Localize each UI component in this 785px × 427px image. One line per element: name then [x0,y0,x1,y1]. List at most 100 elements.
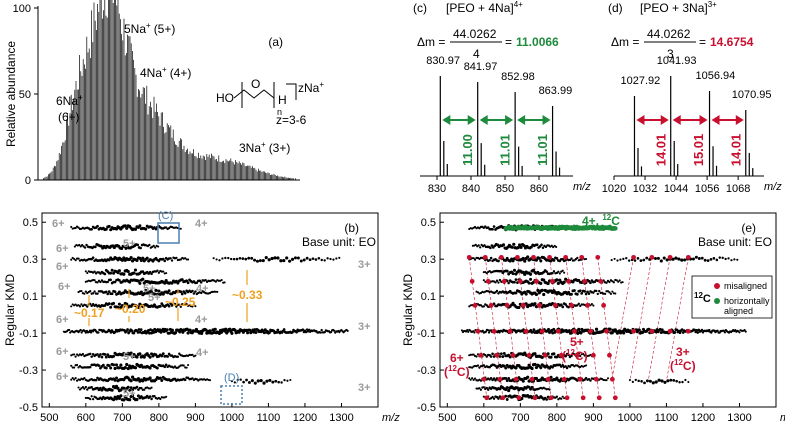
data-point [532,328,536,332]
peo-structure: HO O H n zNa+ z=3-6 [216,77,324,127]
data-point [133,227,138,231]
data-point [677,257,681,261]
data-point [296,256,300,260]
panel-e-alignment-lines [468,257,689,398]
misaligned-point [609,376,615,382]
xtick-label: 700 [113,412,131,424]
data-point [179,227,182,230]
data-point [529,245,533,249]
data-point [204,278,207,282]
data-point [191,377,194,380]
alignment-line [484,257,504,398]
data-point [545,270,548,273]
misaligned-point [580,395,586,401]
data-point [200,331,204,336]
data-point [282,328,286,331]
misaligned-point [515,254,520,260]
data-point [236,378,239,382]
aligned-point [613,226,618,231]
data-point [598,289,601,293]
data-point [523,259,527,263]
misaligned-point [534,278,539,284]
svg-text:5+: 5+ [123,351,136,363]
data-point [161,257,165,261]
misaligned-point [579,254,585,260]
data-point [110,268,114,272]
panel-d-result: 14.6754 [710,35,754,49]
misaligned-point [607,352,612,358]
data-point [109,305,113,309]
svg-text:HO: HO [216,91,234,105]
panel-a-spectrum [43,0,296,180]
data-point [471,366,474,369]
misaligned-point [539,328,545,334]
data-point [552,327,556,331]
data-point [514,366,518,370]
data-point [497,397,500,400]
arrow-head [735,115,744,125]
data-point [611,290,614,293]
data-point [527,363,531,367]
data-point [73,245,76,248]
svg-text:m/z: m/z [573,181,591,193]
data-point [614,292,617,295]
data-point [617,280,620,283]
xtick-label: 840 [462,183,480,195]
svg-text:=: = [699,35,706,49]
data-point [169,302,172,305]
data-point [683,258,687,262]
data-point [131,394,135,398]
data-point [529,387,532,391]
data-point [307,328,311,332]
data-point [70,378,73,381]
data-point [311,257,315,261]
misaligned-point [545,376,551,382]
data-point [109,366,113,370]
data-point [143,388,146,391]
data-point [534,365,538,370]
data-point [730,259,733,262]
data-point [150,272,153,276]
data-point [194,290,197,293]
data-point [301,328,305,331]
svg-text:Regular KMD: Regular KMD [3,274,17,346]
xtick-label: 500 [40,412,58,424]
data-point [639,259,643,262]
data-point [484,270,487,274]
data-point [286,379,289,382]
alignment-line [647,257,671,382]
data-point [99,280,102,284]
data-point [255,259,259,263]
data-point [293,256,297,260]
data-point [560,397,563,400]
data-point [291,331,294,334]
data-point [673,331,677,334]
data-point [537,256,541,260]
data-point [84,385,87,389]
data-point [83,387,86,390]
data-point [97,355,101,358]
svg-text:6+: 6+ [56,371,69,383]
data-point [622,257,625,261]
data-point [160,302,164,306]
data-point [491,227,494,231]
data-point [567,353,570,357]
misaligned-point [550,278,555,284]
peak-label: 1070.95 [732,89,772,101]
peak-label: 1027.92 [620,75,660,87]
data-point [158,376,162,380]
data-point [323,259,326,262]
data-point [96,281,99,284]
data-point [592,291,595,294]
data-point [485,355,488,358]
data-point [482,364,486,367]
data-point [148,355,152,359]
data-point [696,331,700,334]
data-point [329,257,332,261]
data-point [514,291,518,295]
xtick-label: 1032 [633,183,657,195]
data-point [144,227,148,231]
misaligned-point [595,254,601,260]
data-point [133,366,138,370]
data-point [148,243,151,247]
